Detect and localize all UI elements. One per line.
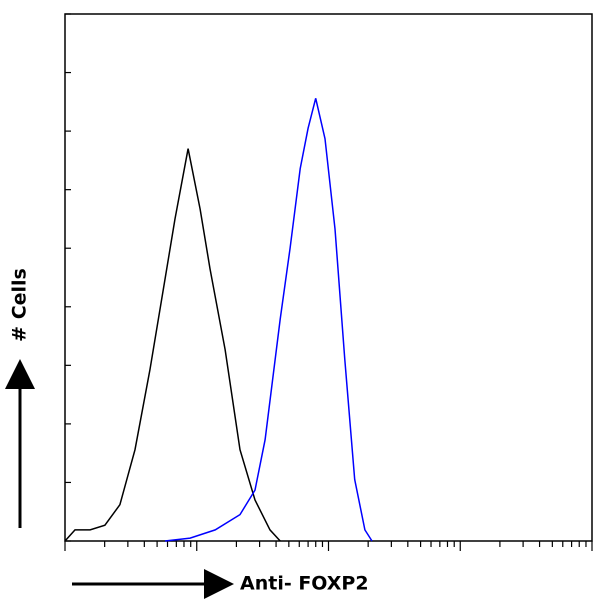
- y-axis-label: # Cells: [9, 268, 31, 342]
- plot-frame: [64, 13, 593, 542]
- histogram-line: [64, 148, 281, 542]
- x-axis-label: Anti- FOXP2: [240, 573, 369, 595]
- histogram-line: [164, 98, 373, 542]
